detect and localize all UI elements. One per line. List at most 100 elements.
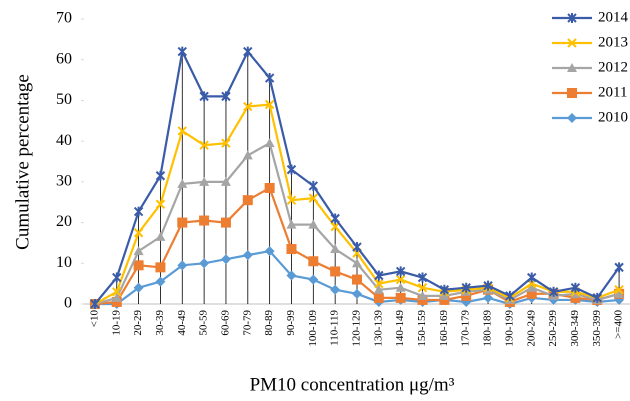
marker xyxy=(286,219,297,229)
marker xyxy=(395,282,406,292)
marker xyxy=(155,199,166,209)
x-tick-label: 60-69 xyxy=(219,310,231,336)
marker xyxy=(133,228,144,238)
marker xyxy=(286,195,297,205)
x-tick-label: 20-29 xyxy=(132,310,144,336)
legend-label: 2011 xyxy=(598,84,627,100)
x-axis-title: PM10 concentration μg/m³ xyxy=(250,374,455,395)
marker xyxy=(199,140,209,150)
legend-label: 2012 xyxy=(598,59,628,75)
x-tick-label: 40-49 xyxy=(176,310,188,336)
marker xyxy=(177,178,188,188)
marker xyxy=(548,286,559,297)
marker xyxy=(395,266,406,277)
marker xyxy=(221,91,231,102)
x-tick-label: 300-349 xyxy=(569,310,581,347)
x-tick-label: 30-39 xyxy=(154,310,166,336)
x-tick-label: 250-299 xyxy=(547,310,559,347)
marker xyxy=(352,288,362,299)
marker xyxy=(570,282,581,293)
marker xyxy=(330,244,341,254)
marker xyxy=(220,217,231,228)
marker xyxy=(374,278,384,289)
marker xyxy=(526,288,537,299)
marker xyxy=(286,270,297,281)
y-tick-label: 10 xyxy=(56,254,72,271)
marker xyxy=(220,254,231,265)
marker xyxy=(614,288,625,298)
x-tick-label: 70-79 xyxy=(241,310,253,336)
x-tick-label: 160-169 xyxy=(438,310,450,347)
marker xyxy=(264,246,275,257)
marker xyxy=(264,99,275,110)
marker xyxy=(330,221,340,232)
marker xyxy=(505,290,515,301)
legend-label: 2013 xyxy=(598,34,628,50)
y-tick-label: 40 xyxy=(56,132,72,149)
marker xyxy=(242,150,253,160)
x-tick-label: 350-399 xyxy=(591,310,603,347)
marker xyxy=(133,282,144,293)
marker xyxy=(614,262,624,273)
marker xyxy=(308,274,319,285)
marker xyxy=(614,285,624,295)
marker xyxy=(133,260,144,271)
y-tick-label: 50 xyxy=(56,91,72,108)
marker xyxy=(352,274,362,285)
marker xyxy=(264,73,275,84)
marker xyxy=(199,215,210,226)
marker xyxy=(90,299,100,309)
marker xyxy=(330,284,341,295)
marker xyxy=(286,244,297,255)
marker xyxy=(199,176,210,186)
marker xyxy=(177,217,188,228)
y-tick-label: 30 xyxy=(56,173,72,190)
marker xyxy=(199,91,209,102)
legend-item: 2013 xyxy=(552,34,628,50)
marker xyxy=(373,292,384,303)
x-tick-label: 110-119 xyxy=(329,310,341,346)
marker xyxy=(308,180,319,191)
y-tick-label: 20 xyxy=(56,213,72,230)
marker xyxy=(221,138,231,148)
series xyxy=(90,46,624,309)
marker xyxy=(112,287,122,297)
marker xyxy=(526,282,537,292)
marker xyxy=(527,272,537,283)
marker xyxy=(373,284,384,294)
marker xyxy=(199,258,210,269)
legend-item: 2014 xyxy=(552,9,629,25)
legend-label: 2010 xyxy=(598,109,628,125)
x-tick-label: 170-179 xyxy=(460,310,472,347)
marker xyxy=(308,193,319,203)
y-axis-title: Cumulative percentage xyxy=(12,74,33,250)
marker xyxy=(242,195,253,206)
marker xyxy=(111,296,122,307)
marker xyxy=(461,290,472,301)
marker xyxy=(461,282,471,293)
marker xyxy=(352,242,362,252)
marker xyxy=(439,294,450,305)
marker xyxy=(567,88,577,98)
marker xyxy=(352,258,362,268)
marker xyxy=(286,164,297,175)
x-tick-label: 200-249 xyxy=(525,310,537,347)
x-tick-label: 100-109 xyxy=(307,310,319,347)
marker xyxy=(417,283,428,293)
x-tick-label: 120-129 xyxy=(351,310,363,347)
marker xyxy=(155,276,166,287)
marker xyxy=(395,292,406,303)
marker xyxy=(133,206,144,217)
marker xyxy=(264,182,275,193)
marker xyxy=(330,266,341,277)
marker xyxy=(308,256,319,267)
marker xyxy=(264,138,275,148)
marker xyxy=(177,46,187,57)
marker xyxy=(395,274,406,285)
x-tick-label: 190-199 xyxy=(503,310,515,347)
marker xyxy=(417,294,428,305)
marker xyxy=(567,13,577,23)
marker xyxy=(417,290,428,300)
x-tick-label: >=400 xyxy=(613,310,625,339)
